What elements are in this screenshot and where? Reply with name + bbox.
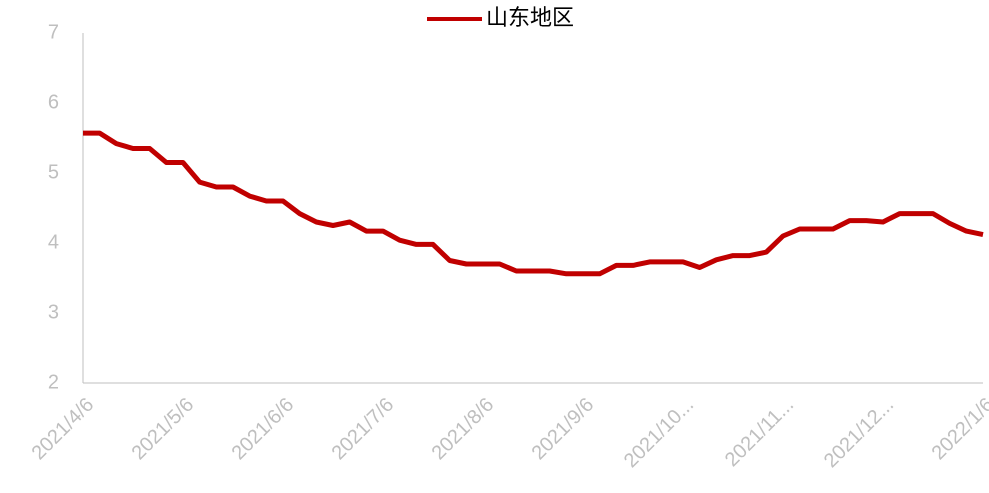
x-tick-label: 2021/12... <box>820 394 898 472</box>
y-tick-label: 6 <box>48 91 59 113</box>
x-tick-label: 2021/4/6 <box>28 394 99 465</box>
y-tick-label: 3 <box>48 301 59 323</box>
y-tick-label: 5 <box>48 161 59 183</box>
x-tick-label: 2021/6/6 <box>228 394 299 465</box>
legend-label: 山东地区 <box>486 5 574 30</box>
y-tick-label: 4 <box>48 231 59 253</box>
y-tick-label: 2 <box>48 371 59 393</box>
x-tick-label: 2021/11... <box>721 394 798 471</box>
line-series <box>83 130 984 277</box>
y-tick-label: 7 <box>48 21 59 43</box>
x-tick-label: 2022/1/6 <box>928 394 989 465</box>
x-tick-label: 2021/9/6 <box>528 394 599 465</box>
x-tick-label: 2021/10... <box>620 394 698 472</box>
x-tick-label: 2021/5/6 <box>128 394 199 465</box>
x-tick-label: 2021/8/6 <box>428 394 499 465</box>
x-tick-label: 2021/7/6 <box>328 394 399 465</box>
